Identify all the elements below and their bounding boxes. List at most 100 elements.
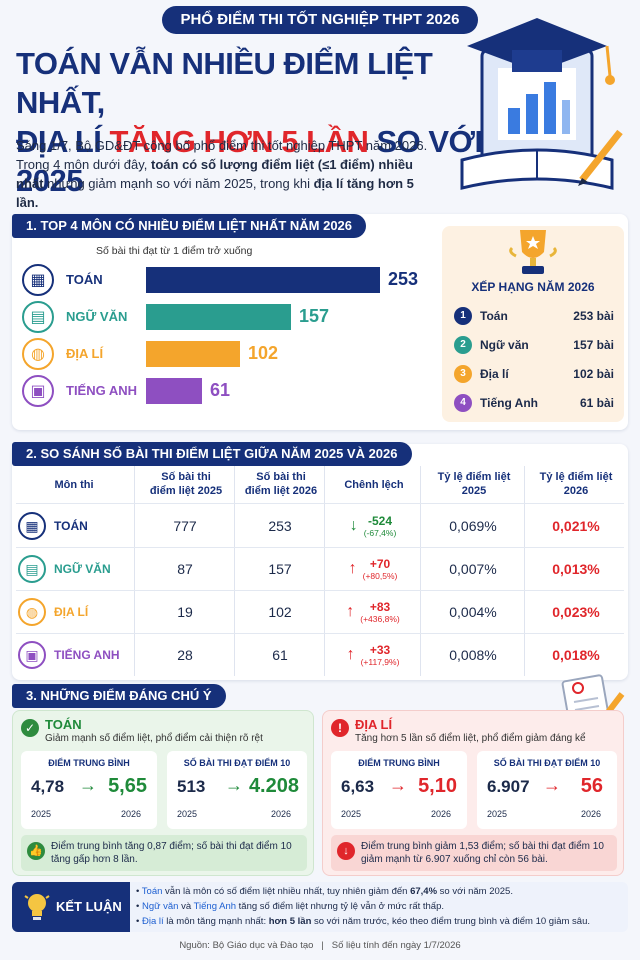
diali-ten-year1: 2025 (487, 809, 508, 819)
diff-main: +33 (369, 643, 391, 657)
diali-ten-box: SỐ BÀI THI ĐẠT ĐIỂM 10 6.907 → 56 2025 2… (477, 751, 617, 829)
chart-bar (146, 304, 291, 330)
table-divider (324, 466, 325, 676)
table-cell-diff: ↓ -524 (-67,4%) (326, 505, 420, 547)
chat-bubble-icon: ▣ (18, 641, 46, 669)
arrow-up-icon: ↑ (346, 646, 355, 663)
table-subject-cell: ▣ TIẾNG ANH (18, 634, 134, 676)
toan-avg-to: 5,65 (108, 775, 147, 797)
toan-avg-box: ĐIỂM TRUNG BÌNH 4,78 → 5,65 2025 2026 (21, 751, 157, 829)
th-diff: Chênh lệch (326, 478, 422, 492)
warning-icon: ! (331, 719, 349, 737)
toan-avg-label: ĐIỂM TRUNG BÌNH (48, 758, 130, 768)
table-subject-cell: ◍ ĐỊA LÍ (18, 591, 134, 633)
diali-panel-title: ĐỊA LÍ (355, 717, 393, 732)
rank-value: 102 bài (573, 367, 614, 381)
table-divider (234, 466, 235, 676)
table-cell-diff: ↑ +83 (+436,8%) (326, 591, 420, 633)
rank-subject: Địa lí (480, 367, 509, 381)
chart-bar (146, 267, 380, 293)
table-row: ▦ TOÁN 777 253 ↓ -524 (-67,4%) 0,069% 0,021% (12, 505, 628, 547)
table-cell-rate-2026: 0,023% (552, 604, 600, 620)
c1-c: 67,4% (410, 886, 438, 897)
diali-avg-label: ĐIỂM TRUNG BÌNH (358, 758, 440, 768)
th-rate2025-line2: 2025 (461, 485, 487, 497)
rank-value: 61 bài (579, 396, 614, 410)
table-divider (16, 503, 624, 504)
conclusion-item-1: • Toán vẫn là môn có số điểm liệt nhiều … (136, 886, 513, 897)
table-cell-2026: 157 (268, 561, 292, 577)
c1-d: so với năm 2025. (437, 886, 513, 897)
section1-title: 1. TOP 4 MÔN CÓ NHIỀU ĐIỂM LIỆT NHẤT NĂM… (12, 214, 367, 238)
section1-chart-note: Số bài thi đạt từ 1 điểm trở xuống (96, 245, 253, 257)
th-2025: Số bài thi điểm liệt 2025 (136, 470, 236, 498)
arrow-right-icon: → (543, 775, 561, 795)
chart-row: ▣ TIẾNG ANH 61 (22, 375, 432, 409)
conclusion-tag: KẾT LUẬN (12, 882, 130, 932)
diali-avg-from: 6,63 (341, 777, 375, 796)
diff-main: -524 (367, 514, 393, 528)
toan-ten-to: 4.208 (248, 775, 299, 797)
toan-ten-year2: 2026 (270, 809, 291, 819)
table-row: ▣ TIẾNG ANH 28 61 ↑ +33 (+117,9%) 0,008% 0,018% (12, 634, 628, 676)
table-cell-rate-2025: 0,004% (449, 604, 497, 620)
header-banner: PHỔ ĐIỂM THI TỐT NGHIỆP THPT 2026 (162, 6, 478, 34)
diali-footnote-text: Điểm trung bình giảm 1,53 điểm; số bài t… (361, 841, 604, 865)
section2-title: 2. SO SÁNH SỐ BÀI THI ĐIỂM LIỆT GIỮA NĂM… (12, 442, 412, 466)
table-cell-diff: ↑ +70 (+80,5%) (326, 548, 420, 590)
toan-panel-footnote: 👍 Điểm trung bình tăng 0,87 điểm; số bài… (21, 835, 307, 871)
intro-bold-2: địa lí tăng hơn 5 lần. (16, 176, 414, 210)
table-row: ◍ ĐỊA LÍ 19 102 ↑ +83 (+436,8%) 0,004% 0,023% (12, 591, 628, 633)
diff-values: +33 (+117,9%) (361, 643, 400, 667)
rank-number: 2 (454, 336, 472, 354)
th-rate2025-line1: Tỷ lệ điểm liệt (437, 471, 511, 483)
c2-d: tăng số điểm liệt nhưng tỷ lệ vẫn ở mức … (236, 901, 445, 912)
graduation-cap-book-illustration (460, 18, 623, 190)
conclusion-item-3: • Địa lí là môn tăng mạnh nhất: hơn 5 lầ… (136, 916, 590, 927)
chart-category-label: ĐỊA LÍ (66, 346, 104, 361)
section2-card (12, 444, 628, 680)
toan-ten-label: SỐ BÀI THI ĐẠT ĐIỂM 10 (183, 758, 291, 768)
th-rate-2026: Tỷ lệ điểm liệt 2026 (526, 470, 626, 498)
rank-value: 157 bài (573, 338, 614, 352)
table-subject-name: NGỮ VĂN (54, 562, 111, 576)
section3-title: 3. NHỮNG ĐIỂM ĐÁNG CHÚ Ý (12, 684, 226, 708)
intro-part-1: Sáng 1/7, Bộ GD&ĐT công bố phổ điểm thi … (16, 138, 428, 172)
calculator-icon: ▦ (18, 512, 46, 540)
title-line-2-post: SO VỚI 2025 (16, 124, 483, 198)
diali-avg-year2: 2026 (430, 809, 451, 819)
ranking-item: 1 Toán 253 bài (454, 306, 614, 326)
toan-footnote-text: Điểm trung bình tăng 0,87 điểm; số bài t… (51, 841, 292, 865)
c3-c: hơn 5 lần (268, 916, 312, 927)
rank-number: 1 (454, 307, 472, 325)
table-cell-2026: 61 (272, 647, 288, 663)
rank-subject: Tiếng Anh (480, 396, 538, 410)
chart-row: ◍ ĐỊA LÍ 102 (22, 338, 432, 372)
table-divider (16, 547, 624, 548)
c2-c: Tiếng Anh (193, 901, 237, 912)
table-cell-2026: 253 (268, 518, 292, 534)
chart-category-label: NGỮ VĂN (66, 309, 128, 324)
title-highlight: TĂNG HƠN 5 LẦN (109, 124, 369, 159)
arrow-right-icon: → (389, 775, 407, 795)
diali-highlight-panel: ! ĐỊA LÍ Tăng hơn 5 lần số điểm liệt, ph… (322, 710, 624, 876)
table-cell-2025: 19 (177, 604, 193, 620)
chat-bubble-icon: ▣ (22, 375, 54, 407)
diff-values: -524 (-67,4%) (364, 514, 397, 538)
toan-highlight-panel: ✓ TOÁN Giảm mạnh số điểm liệt, phổ điểm … (12, 710, 314, 876)
toan-avg-year1: 2025 (31, 809, 52, 819)
th-2026-line1: Số bài thi (256, 471, 306, 483)
table-divider (134, 466, 135, 676)
chart-bar (146, 341, 240, 367)
c2-a: Ngữ văn (141, 901, 179, 912)
c3-d: so với năm trước, kéo theo điểm trung bì… (311, 916, 590, 927)
conclusion-item-2: • Ngữ văn và Tiếng Anh tăng số điểm liệt… (136, 901, 445, 912)
chart-category-label: TIẾNG ANH (66, 383, 138, 398)
table-cell-rate-2026: 0,021% (552, 518, 600, 534)
table-cell-2026: 102 (268, 604, 292, 620)
th-2026-line2: điểm liệt 2026 (244, 485, 318, 497)
th-2025-line2: điểm liệt 2025 (149, 485, 223, 497)
table-divider (524, 466, 525, 676)
chart-data-label: 157 (299, 306, 330, 326)
c1-a: Toán (141, 886, 163, 897)
